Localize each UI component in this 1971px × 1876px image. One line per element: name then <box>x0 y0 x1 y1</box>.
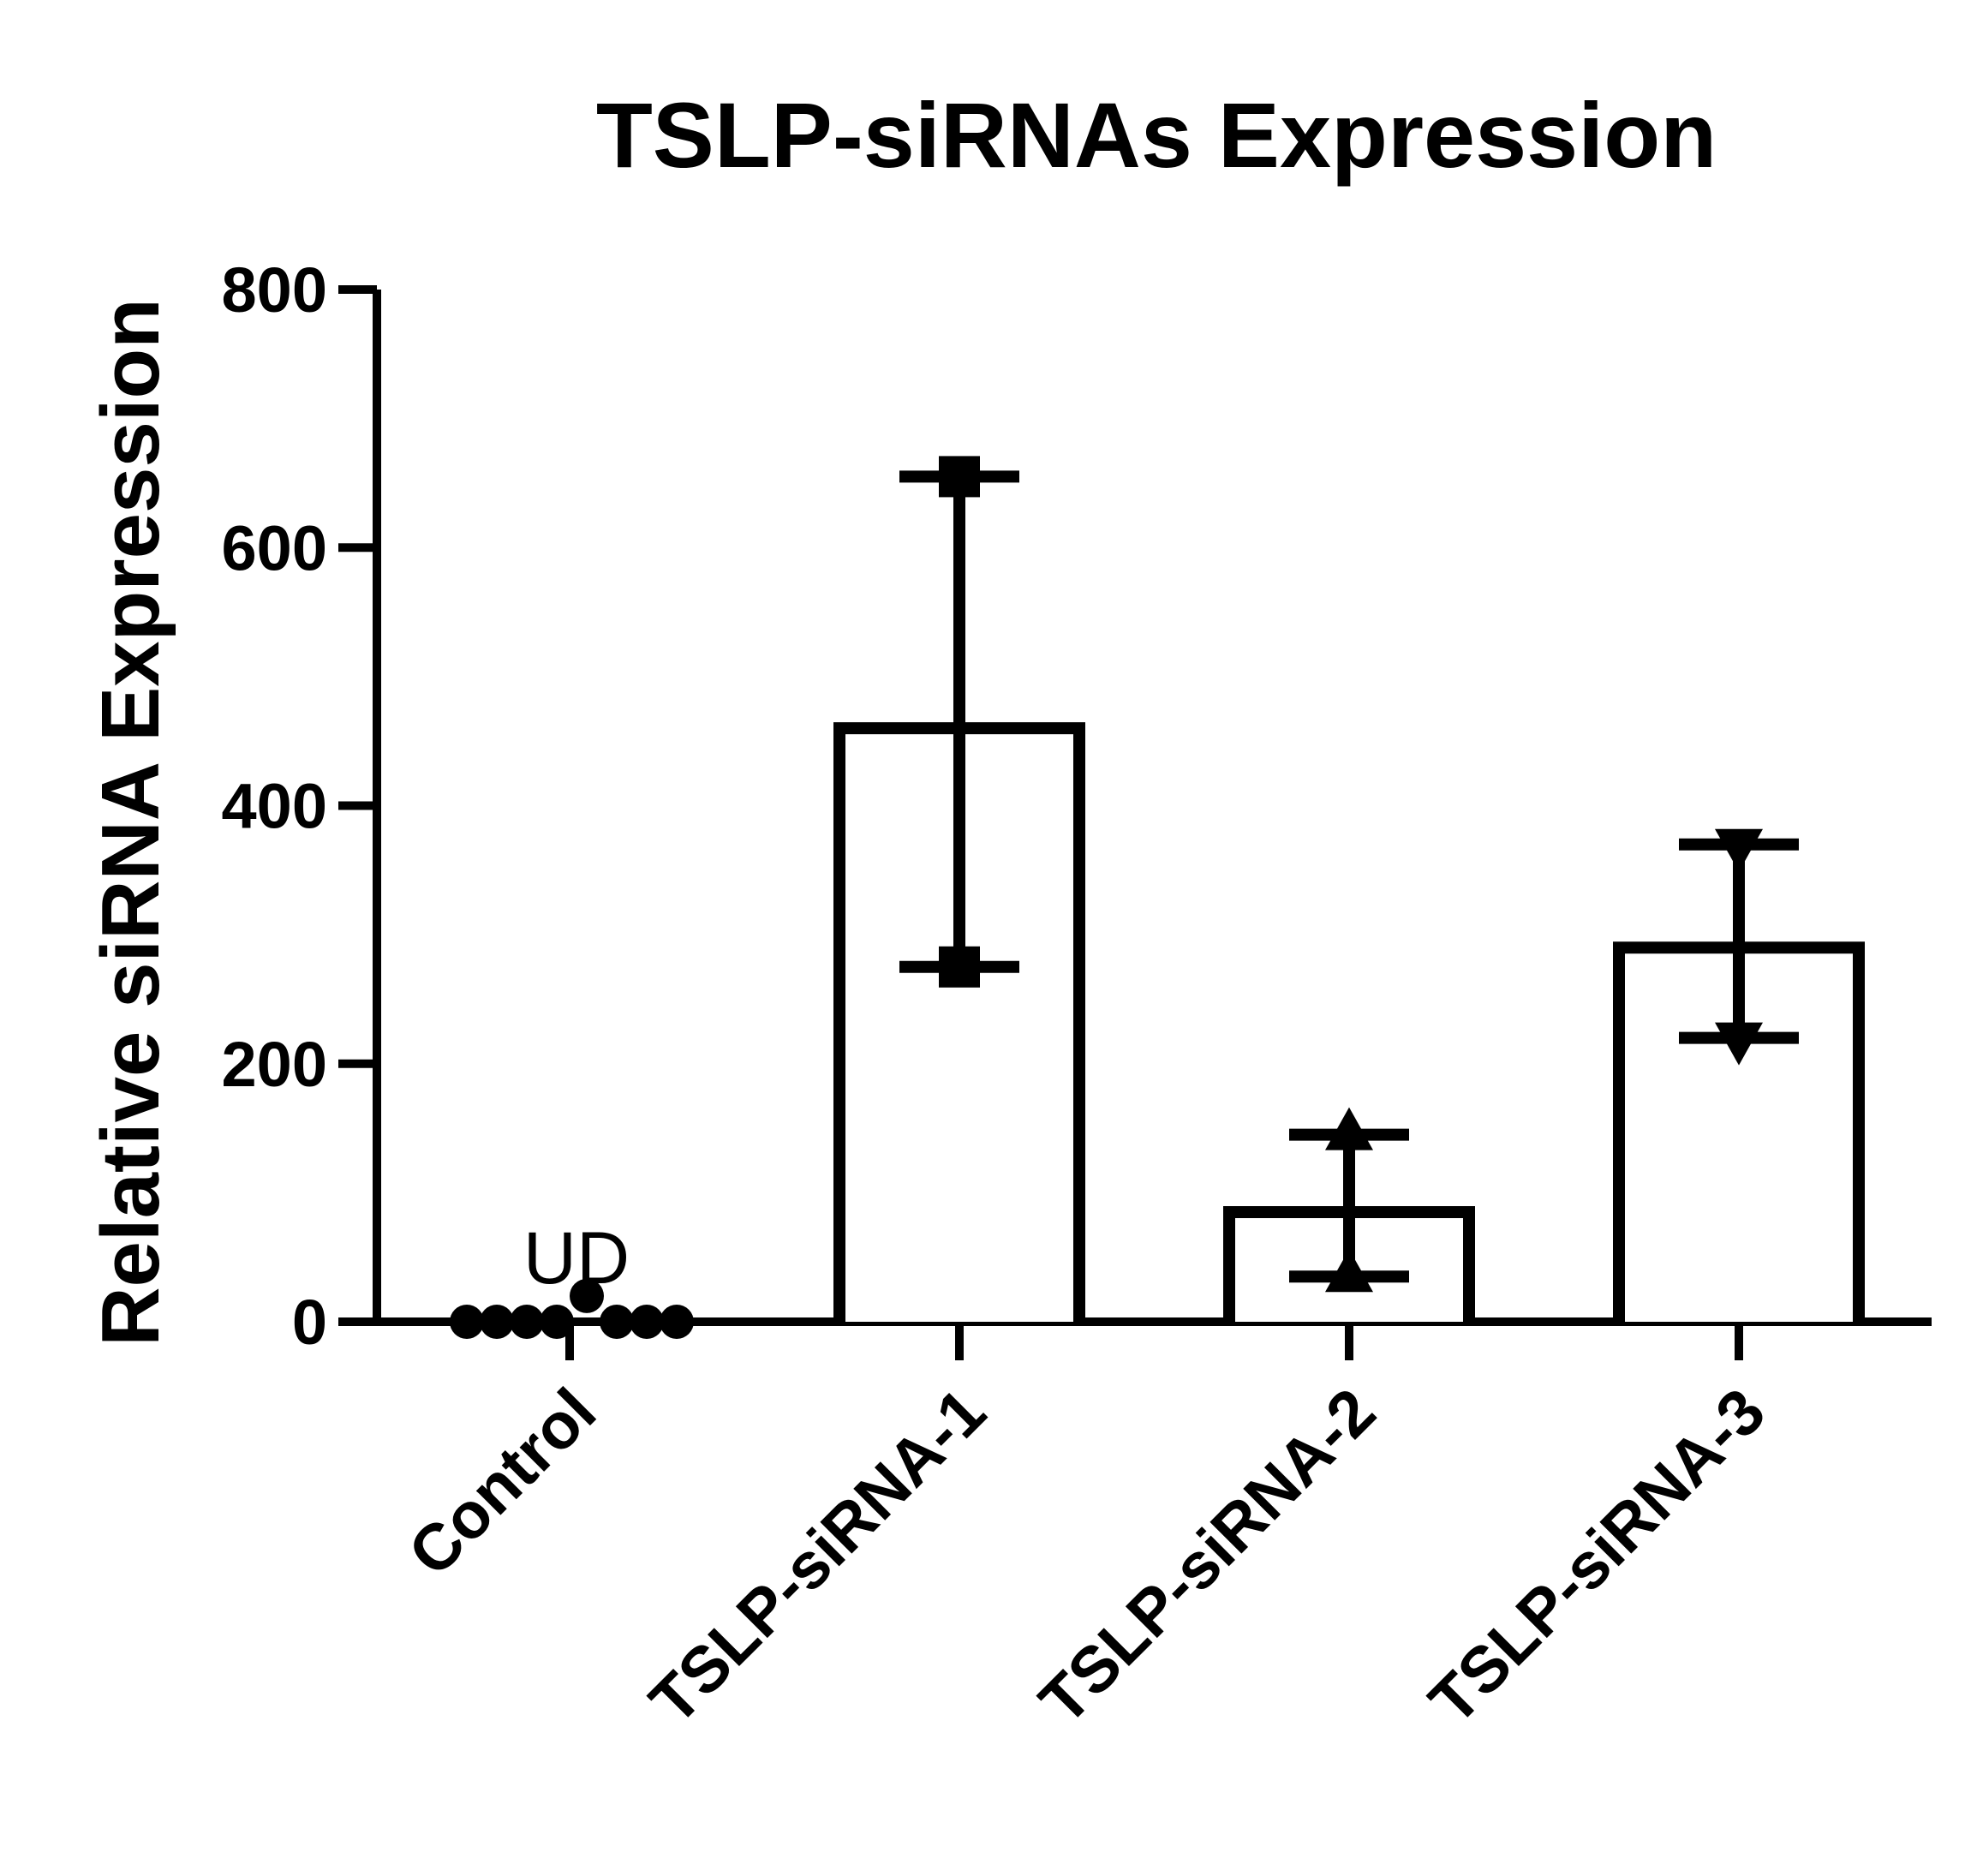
data-point <box>1325 1249 1373 1293</box>
x-tick-label: TSLP-siRNA-2 <box>1026 1375 1389 1738</box>
x-ticks: Control TSLP-siRNA-1 TSLP-siRNA-2 TSLP-siRN… <box>395 1322 1779 1738</box>
data-point <box>1325 1107 1373 1150</box>
y-axis-label: Relative siRNA Expression <box>85 298 176 1347</box>
data-point <box>1715 1022 1763 1066</box>
y-tick-label: 400 <box>222 771 327 842</box>
y-tick-label: 0 <box>292 1287 327 1358</box>
data-points <box>450 456 1763 1339</box>
control-data-point <box>450 1305 484 1339</box>
x-tick-label: TSLP-siRNA-1 <box>636 1375 1000 1738</box>
data-point <box>1715 828 1763 872</box>
y-tick-label: 200 <box>222 1029 327 1100</box>
x-tick-label: TSLP-siRNA-3 <box>1416 1375 1779 1738</box>
chart-title: TSLP-siRNAs Expression <box>596 83 1717 187</box>
y-tick-label: 800 <box>222 254 327 326</box>
y-ticks: 0 200 400 600 800 <box>222 254 377 1358</box>
x-tick-label: Control <box>395 1375 610 1590</box>
annotations: UD <box>523 1217 630 1299</box>
control-data-point <box>480 1305 514 1339</box>
control-data-point <box>600 1305 634 1339</box>
annotation-label: UD <box>523 1217 630 1299</box>
control-data-point <box>660 1305 694 1339</box>
data-point <box>939 946 980 988</box>
control-data-point <box>570 1278 604 1313</box>
control-data-point <box>630 1305 664 1339</box>
y-tick-label: 600 <box>222 512 327 583</box>
control-data-point <box>510 1305 544 1339</box>
data-point <box>939 456 980 498</box>
